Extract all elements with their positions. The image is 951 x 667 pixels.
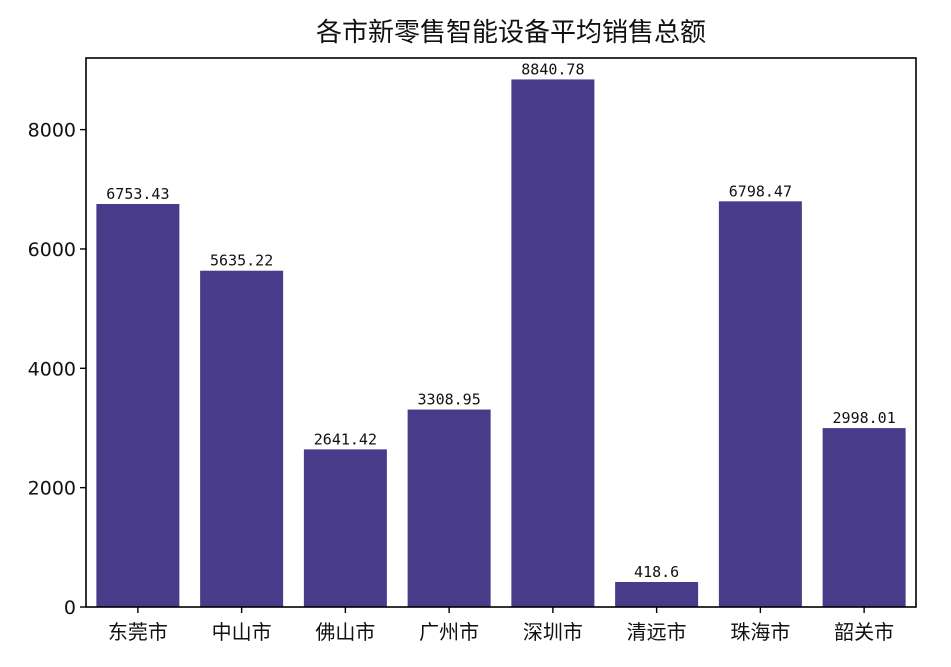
x-tick-label: 韶关市: [834, 620, 894, 644]
y-tick-label: 8000: [28, 120, 76, 142]
data-label: 5635.22: [210, 252, 273, 270]
bar: [718, 201, 802, 607]
bar: [511, 79, 595, 608]
data-label: 6753.43: [106, 185, 169, 203]
bar: [200, 270, 284, 607]
x-tick-label: 广州市: [419, 620, 479, 644]
x-tick-label: 佛山市: [315, 620, 375, 644]
x-tick-label: 清远市: [627, 620, 687, 644]
y-tick-label: 4000: [28, 358, 76, 380]
x-axis: 东莞市 中山市 佛山市 广州市 深圳市 清远市 珠海市 韶关市: [108, 607, 894, 644]
bar: [822, 428, 906, 607]
x-tick-label: 珠海市: [730, 620, 790, 644]
bar: [407, 409, 491, 607]
y-tick-label: 6000: [28, 239, 76, 261]
bars-layer: [96, 79, 906, 608]
x-tick-label: 中山市: [212, 620, 272, 644]
bar: [303, 449, 387, 607]
y-tick-label: 0: [64, 597, 76, 619]
x-tick-label: 深圳市: [523, 620, 583, 644]
data-label: 2998.01: [833, 409, 896, 427]
chart-title: 各市新零售智能设备平均销售总额: [316, 18, 706, 48]
plot-frame: [85, 57, 917, 608]
y-axis: 0 2000 4000 6000 8000: [28, 120, 86, 619]
data-label: 418.6: [634, 563, 679, 581]
data-label: 6798.47: [729, 182, 792, 200]
data-label: 8840.78: [521, 60, 584, 78]
data-label: 2641.42: [314, 430, 377, 448]
bar: [615, 582, 699, 607]
data-label: 3308.95: [418, 391, 481, 409]
bar: [96, 203, 180, 607]
y-tick-label: 2000: [28, 478, 76, 500]
x-tick-label: 东莞市: [108, 620, 168, 644]
data-labels-layer: 6753.43 5635.22 2641.42 3308.95 8840.78 418.6…: [106, 60, 895, 581]
